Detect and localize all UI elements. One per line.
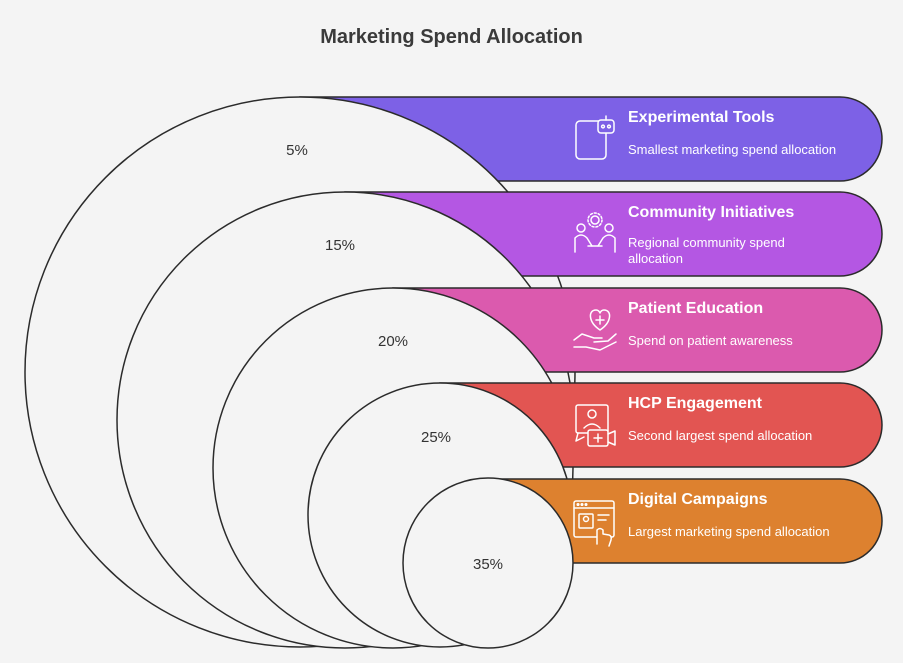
title-patient-education: Patient Education: [628, 300, 764, 317]
description-community-initiatives: Regional community spend allocation: [628, 235, 785, 266]
web-browser-touch-icon: [573, 500, 615, 547]
description-digital-campaigns: Largest marketing spend allocation: [628, 524, 830, 539]
segment-digital-campaigns: 35%: [402, 477, 883, 649]
circle-digital-campaigns: [402, 477, 574, 649]
description-experimental-tools: Smallest marketing spend allocation: [628, 142, 837, 157]
description-hcp-engagement: Second largest spend allocation: [628, 428, 813, 443]
description-patient-education: Spend on patient awareness: [628, 333, 793, 348]
community-people-icon: [574, 212, 616, 253]
percent-label-experimental-tools: 5%: [286, 142, 308, 159]
percent-label-community-initiatives: 15%: [325, 237, 355, 254]
robot-tablet-icon: [575, 115, 615, 160]
percent-label-hcp-engagement: 25%: [421, 429, 451, 446]
heart-hand-icon: [573, 309, 617, 351]
percent-label-digital-campaigns: 35%: [473, 556, 503, 573]
doctor-video-icon: [575, 404, 616, 447]
title-community-initiatives: Community Initiatives: [628, 204, 795, 221]
title-hcp-engagement: HCP Engagement: [628, 395, 762, 412]
title-experimental-tools: Experimental Tools: [628, 109, 775, 126]
page-title: Marketing Spend Allocation: [320, 26, 583, 48]
title-digital-campaigns: Digital Campaigns: [628, 491, 768, 508]
bar-digital-campaigns: [487, 478, 883, 564]
percent-label-patient-education: 20%: [378, 333, 408, 350]
